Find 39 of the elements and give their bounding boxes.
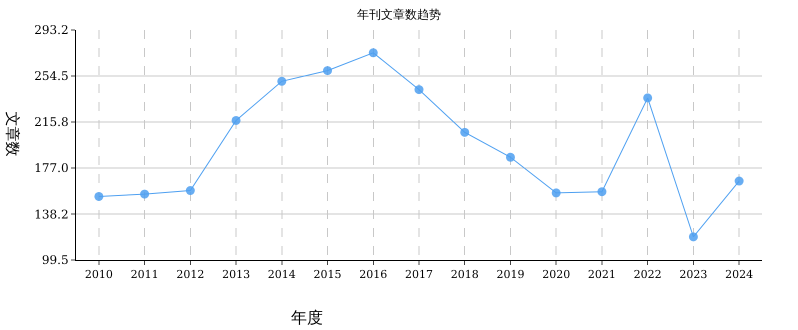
x-tick-label: 2021: [588, 268, 616, 282]
x-tick-label: 2024: [725, 268, 754, 282]
point: [186, 186, 195, 196]
point: [734, 176, 744, 186]
point: [597, 187, 606, 196]
x-tick-label: 2023: [679, 268, 708, 282]
y-tick-label: 138.2: [34, 207, 69, 222]
point: [506, 152, 515, 162]
point: [552, 188, 561, 198]
x-axis-title: 年度: [291, 308, 323, 327]
point: [643, 93, 652, 102]
point: [368, 48, 378, 58]
x-tick-label: 2016: [359, 268, 388, 282]
x-tick-label: 2022: [634, 268, 662, 282]
x-tick-label: 2015: [314, 268, 342, 282]
x-tick-label: 2019: [496, 268, 524, 282]
x-tick-label: 2020: [542, 268, 570, 282]
x-tick-label: 2018: [450, 268, 479, 282]
y-tick-label: 215.8: [34, 115, 69, 130]
point: [232, 116, 241, 125]
point: [414, 85, 424, 94]
y-tick-label: 254.5: [34, 69, 69, 84]
point: [688, 232, 698, 242]
point: [277, 76, 286, 86]
x-tick-label: 2017: [405, 268, 433, 282]
x-tick-label: 2013: [222, 268, 250, 282]
point: [323, 66, 332, 76]
y-tick-label: 293.2: [34, 23, 69, 38]
y-axis-title: 文章数: [4, 112, 22, 156]
point: [140, 190, 150, 199]
chart-title: 年刊文章数趋势: [357, 7, 441, 22]
point: [94, 192, 104, 201]
x-tick-label: 2014: [268, 268, 296, 282]
x-tick-label: 2011: [130, 268, 159, 282]
y-tick-label: 177.0: [34, 161, 69, 176]
x-tick-label: 2010: [84, 268, 113, 282]
x-tick-label: 2012: [176, 268, 204, 282]
y-tick-label: 99.5: [42, 253, 69, 268]
point: [460, 128, 470, 137]
